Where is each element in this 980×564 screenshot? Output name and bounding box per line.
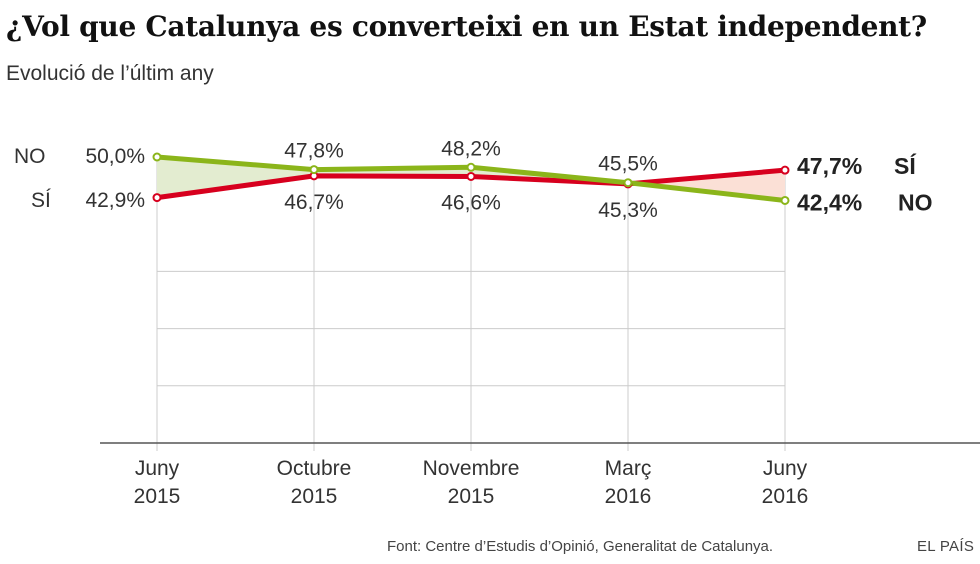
x-tick-label: 2015 (291, 485, 338, 508)
legend-label-no: NO (14, 145, 46, 168)
data-point-no (466, 162, 476, 172)
chart-subtitle: Evolució de l’últim any (6, 62, 214, 85)
data-point-no (780, 195, 790, 205)
data-point-si (780, 165, 790, 175)
si-lead-area (633, 170, 785, 201)
brand-logo: EL PAÍS (917, 538, 975, 555)
data-point-no (623, 178, 633, 188)
x-tick-label: Març (605, 457, 652, 480)
x-tick-label: 2015 (134, 485, 181, 508)
data-label-no: 50,0% (85, 145, 145, 168)
legend-label-si: SÍ (894, 152, 916, 179)
x-tick-label: Juny (135, 457, 180, 480)
legend-label-no: NO (898, 189, 933, 215)
x-tick-label: 2016 (762, 485, 809, 508)
data-point-si (466, 171, 476, 181)
data-point-si (152, 193, 162, 203)
data-label-no: 42,4% (797, 189, 862, 215)
source-note: Font: Centre d’Estudis d’Opinió, General… (387, 538, 774, 555)
x-tick-label: Octubre (277, 457, 352, 480)
legend-label-si: SÍ (31, 189, 51, 212)
data-label-no: 47,8% (284, 140, 344, 163)
data-label-si: 47,7% (797, 153, 862, 179)
x-tick-label: Juny (763, 457, 808, 480)
data-label-no: 45,5% (598, 153, 658, 176)
data-point-no (309, 165, 319, 175)
data-label-si: 42,9% (85, 189, 145, 212)
chart-title: ¿Vol que Catalunya es converteixi en un … (6, 10, 927, 43)
data-label-no: 48,2% (441, 137, 501, 160)
data-point-no (152, 152, 162, 162)
x-tick-label: 2015 (448, 485, 495, 508)
data-label-si: 46,6% (441, 191, 501, 214)
data-label-si: 46,7% (284, 191, 344, 214)
x-tick-label: Novembre (423, 457, 520, 480)
x-tick-label: 2016 (605, 485, 652, 508)
data-label-si: 45,3% (598, 199, 658, 222)
